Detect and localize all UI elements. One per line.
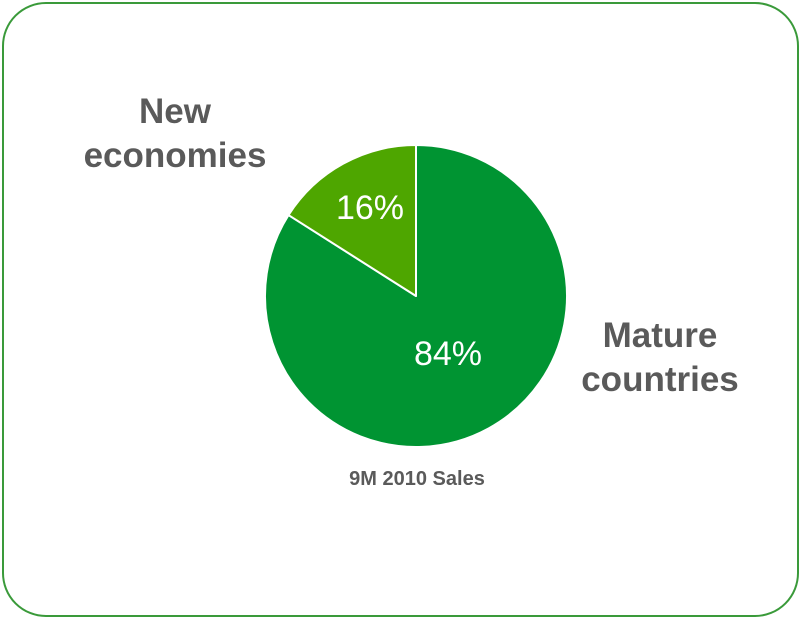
new-economies-label-line1: New: [139, 92, 211, 131]
new-economies-label-line2: economies: [83, 136, 267, 175]
mature-countries-category-label: Mature countries: [560, 314, 760, 402]
pie-label-new-economies: 16%: [336, 189, 404, 227]
pie-label-mature-countries: 84%: [414, 335, 482, 373]
mature-countries-label-line1: Mature: [602, 316, 718, 355]
new-economies-category-label: New economies: [60, 90, 290, 178]
mature-countries-label-line2: countries: [581, 360, 739, 399]
chart-caption: 9M 2010 Sales: [349, 468, 485, 490]
pie-slice-new-economies: [287, 144, 417, 297]
